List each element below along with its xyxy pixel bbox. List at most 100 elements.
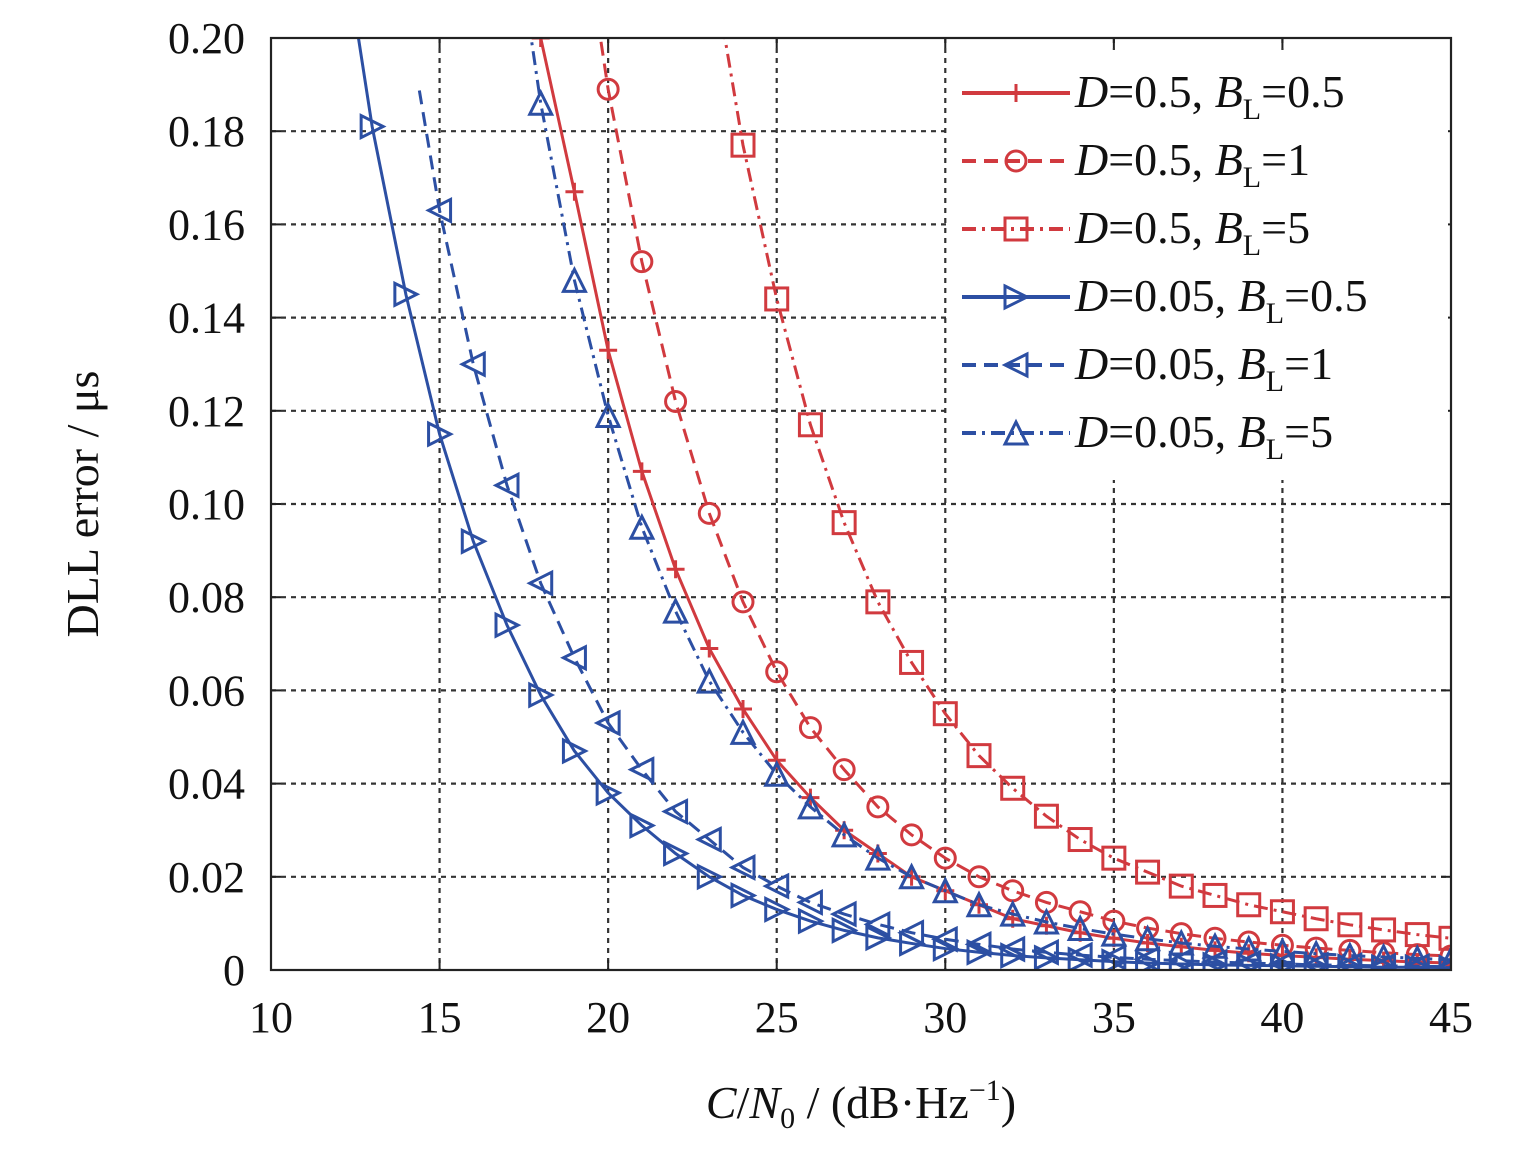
series-point	[1100, 919, 1128, 947]
series-point	[700, 639, 719, 658]
series-point	[830, 820, 858, 848]
series-point	[1370, 942, 1397, 970]
series-point	[966, 938, 994, 966]
series-point	[694, 826, 722, 853]
series-point	[1270, 933, 1294, 957]
legend-marker-sample	[1002, 418, 1030, 446]
series-point	[998, 935, 1026, 963]
legend-marker-sample	[1003, 283, 1031, 311]
series-point	[1337, 912, 1363, 938]
series-point	[1135, 949, 1162, 970]
y-tick-label: 0.20	[168, 14, 245, 63]
series-point	[596, 77, 620, 101]
series-point	[831, 510, 857, 536]
legend-samples	[962, 84, 1070, 446]
series-point	[932, 701, 958, 727]
series-point	[899, 649, 925, 675]
series-point	[897, 919, 925, 947]
series-point	[664, 389, 688, 413]
series-point	[734, 700, 752, 719]
series-point	[1167, 928, 1195, 956]
series-point	[629, 812, 657, 839]
series-point	[1065, 941, 1093, 969]
x-tick-label: 35	[1092, 993, 1136, 1042]
legend-box	[948, 50, 1448, 480]
legend-entry-2: D=0.5, BL=1	[1074, 134, 1310, 194]
series-point	[565, 182, 584, 201]
series-point	[593, 709, 621, 737]
legend-entry-1: D=0.5, BL=0.5	[1074, 66, 1345, 126]
series-point	[1135, 859, 1161, 885]
x-tick-label: 10	[249, 993, 293, 1042]
series-point	[797, 412, 823, 438]
series-point	[1033, 944, 1061, 970]
series-point	[393, 280, 421, 308]
series-point	[1066, 914, 1094, 942]
series-point	[1371, 917, 1397, 943]
series-point	[728, 854, 756, 881]
y-tick-label: 0.10	[168, 480, 245, 529]
legend-marker-sample	[1004, 149, 1028, 173]
series-point	[863, 910, 891, 938]
series-point	[560, 644, 587, 672]
legend-marker-sample	[1003, 216, 1029, 242]
series-point	[765, 660, 789, 684]
x-tick-label: 30	[923, 993, 967, 1042]
series-point	[798, 716, 822, 740]
x-tick-label: 20	[586, 993, 630, 1042]
series-point	[1032, 938, 1059, 966]
series-point	[527, 88, 555, 116]
series-point	[662, 596, 689, 624]
series-line	[356, 38, 1451, 970]
series-point	[1067, 827, 1093, 853]
series-point	[1102, 909, 1126, 933]
legend-entry-6: D=0.05, BL=5	[1074, 406, 1333, 466]
series-point	[696, 863, 724, 891]
y-tick-label: 0.08	[168, 573, 245, 622]
series-point	[1201, 931, 1229, 959]
series-point	[630, 250, 654, 274]
series-point	[999, 899, 1027, 927]
y-tick-label: 0.02	[168, 853, 245, 902]
series-point	[528, 681, 556, 709]
legend-entry-5: D=0.05, BL=1	[1074, 338, 1333, 398]
series-point	[967, 865, 991, 889]
series-point	[427, 420, 454, 448]
series-point	[866, 795, 890, 819]
series-point	[865, 924, 893, 952]
series-point	[930, 925, 958, 953]
series-point	[1033, 907, 1060, 935]
legend-entry-4: D=0.05, BL=0.5	[1074, 270, 1368, 330]
series-point	[1133, 945, 1161, 970]
series-point	[1235, 934, 1263, 962]
series-point	[764, 286, 790, 312]
series-point	[561, 737, 589, 765]
series-point	[933, 846, 957, 870]
y-tick-label: 0.16	[168, 200, 245, 249]
series-point	[594, 401, 622, 428]
legend-marker-sample	[1001, 351, 1029, 379]
y-tick-label: 0.12	[168, 387, 245, 436]
series-point	[797, 792, 824, 820]
series-point	[1302, 939, 1330, 967]
series-point	[666, 560, 685, 579]
series-point	[599, 341, 618, 360]
series-point	[898, 862, 925, 890]
series-4	[356, 38, 1451, 970]
series-point	[764, 895, 792, 923]
series-point	[763, 759, 791, 787]
x-tick-label: 45	[1429, 993, 1473, 1042]
series-point	[1234, 949, 1262, 970]
series-point	[964, 930, 992, 958]
x-tick-label: 25	[755, 993, 799, 1042]
legend: D=0.5, BL=0.5 D=0.5, BL=1 D=0.5, BL=5 D=…	[948, 50, 1448, 480]
series-point	[931, 876, 959, 904]
series-point	[1134, 924, 1161, 952]
y-tick-label: 0.14	[168, 294, 245, 343]
series-point	[1236, 892, 1262, 918]
series-point	[628, 512, 656, 540]
series-line	[529, 38, 1451, 962]
series-point	[1000, 775, 1026, 801]
series-point	[1237, 930, 1261, 954]
